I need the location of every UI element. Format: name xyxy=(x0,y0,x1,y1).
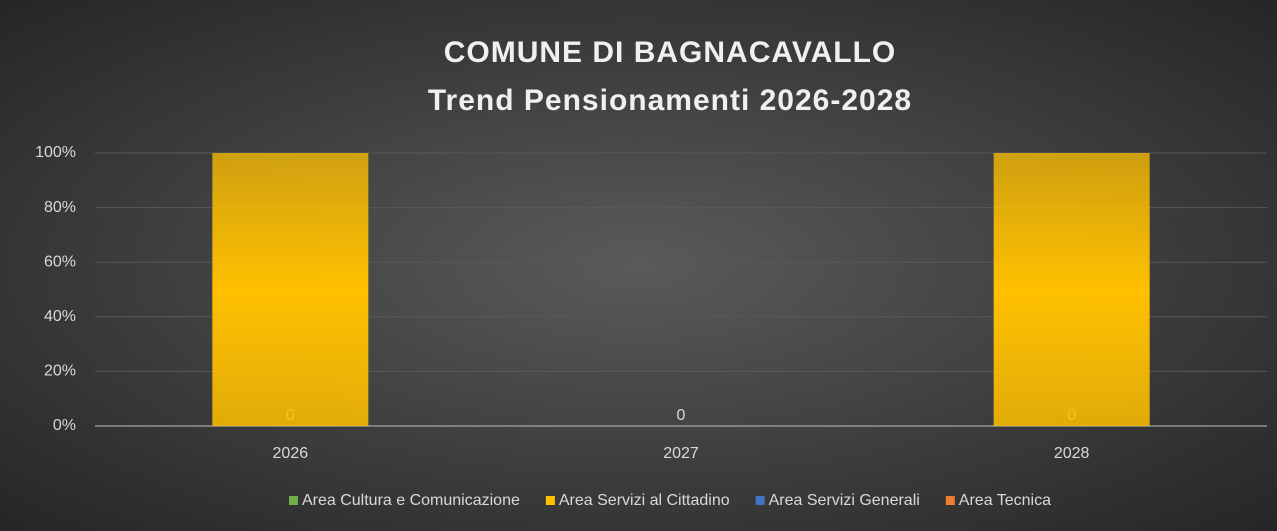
legend-label: Area Cultura e Comunicazione xyxy=(302,492,520,509)
y-tick-label: 20% xyxy=(44,363,76,380)
x-tick-label: 2026 xyxy=(273,445,309,462)
legend-label: Area Tecnica xyxy=(959,492,1051,509)
y-tick-label: 80% xyxy=(44,199,76,216)
y-tick-label: 60% xyxy=(44,253,76,270)
x-tick-label: 2027 xyxy=(663,445,699,462)
legend-label: Area Servizi Generali xyxy=(769,492,920,509)
bar-segment xyxy=(993,153,1150,426)
data-label: 0 xyxy=(677,407,686,424)
legend-label: Area Servizi al Cittadino xyxy=(559,492,730,509)
y-tick-label: 100% xyxy=(35,144,76,161)
y-tick-label: 40% xyxy=(44,308,76,325)
chart-subtitle: Trend Pensionamenti 2026-2028 xyxy=(428,84,912,117)
bar-segment xyxy=(212,153,369,426)
y-tick-label: 0% xyxy=(53,417,76,434)
legend-swatch xyxy=(755,496,765,505)
legend-swatch xyxy=(288,496,298,505)
legend-swatch xyxy=(545,496,555,505)
legend-swatch xyxy=(945,496,955,505)
x-tick-label: 2028 xyxy=(1054,445,1090,462)
chart-title: COMUNE DI BAGNACAVALLO xyxy=(444,36,897,69)
